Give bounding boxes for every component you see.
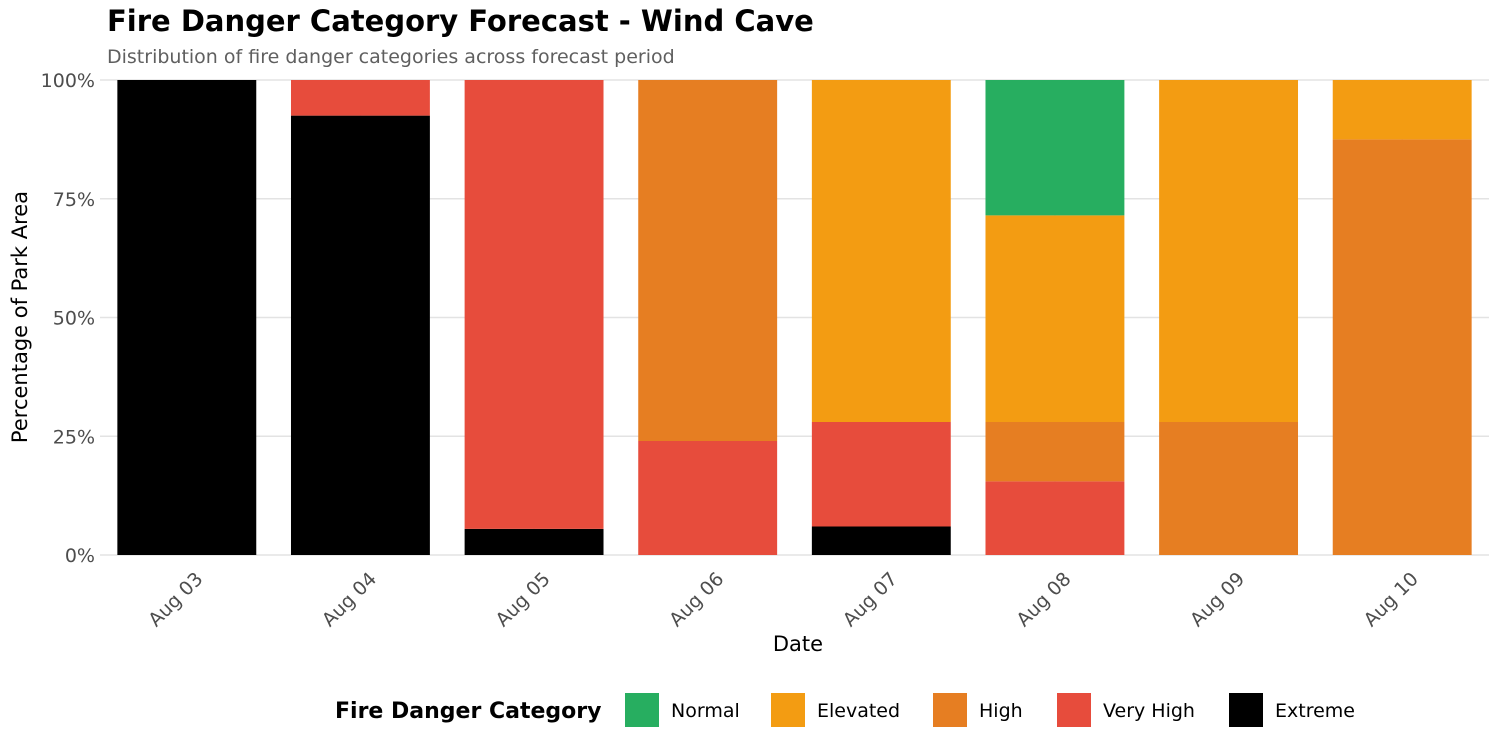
y-tick-label: 25% [53, 426, 95, 448]
bar-elevated [985, 215, 1125, 422]
x-tick-label: Aug 03 [144, 568, 207, 631]
bar-very-high [638, 441, 778, 555]
bar-very-high [985, 481, 1125, 555]
bar-very-high [811, 422, 951, 527]
x-tick-label: Aug 05 [492, 568, 555, 631]
bar-high [985, 422, 1125, 482]
y-tick-label: 0% [65, 545, 95, 567]
legend-label-very-high: Very High [1103, 700, 1195, 722]
x-tick-label: Aug 08 [1012, 568, 1075, 631]
x-axis-title: Date [773, 632, 823, 656]
bar-normal [985, 80, 1125, 216]
legend-swatch-extreme [1229, 693, 1263, 727]
bar-high [1332, 139, 1472, 555]
legend-title: Fire Danger Category [335, 699, 601, 724]
bar-elevated [1159, 80, 1299, 422]
bar-extreme [464, 528, 604, 555]
y-axis-ticks: 0% 25% 50% 75% 100% [41, 70, 95, 567]
legend-swatch-normal [625, 693, 659, 727]
x-tick-label: Aug 10 [1360, 568, 1423, 631]
legend-label-high: High [979, 700, 1023, 722]
x-tick-label: Aug 06 [665, 568, 728, 631]
bar-elevated [811, 80, 951, 422]
bar-extreme [290, 115, 430, 555]
x-tick-label: Aug 09 [1186, 568, 1249, 631]
chart-title: Fire Danger Category Forecast - Wind Cav… [107, 4, 814, 38]
bar-elevated [1332, 80, 1472, 140]
legend-label-normal: Normal [671, 700, 740, 722]
bar-very-high [290, 80, 430, 116]
bar-extreme [811, 526, 951, 555]
legend-swatch-very-high [1057, 693, 1091, 727]
legend-label-elevated: Elevated [817, 700, 900, 722]
y-tick-label: 50% [53, 308, 95, 330]
y-axis-title: Percentage of Park Area [8, 191, 32, 443]
chart-subtitle: Distribution of fire danger categories a… [107, 46, 675, 68]
legend-swatch-high [933, 693, 967, 727]
bar-high [1159, 422, 1299, 555]
y-tick-label: 75% [53, 189, 95, 211]
x-tick-label: Aug 07 [839, 568, 902, 631]
x-axis-ticks: Aug 03 Aug 04 Aug 05 Aug 06 Aug 07 Aug 08 Aug … [144, 568, 1423, 631]
legend: Fire Danger Category Normal Elevated High Ve… [335, 693, 1355, 727]
legend-swatch-elevated [771, 693, 805, 727]
x-tick-label: Aug 04 [318, 568, 381, 631]
legend-label-extreme: Extreme [1275, 700, 1355, 722]
bar-high [638, 80, 778, 441]
bar-extreme [117, 80, 257, 555]
bar-very-high [464, 80, 604, 529]
y-tick-label: 100% [41, 70, 95, 92]
bars [117, 80, 1472, 555]
